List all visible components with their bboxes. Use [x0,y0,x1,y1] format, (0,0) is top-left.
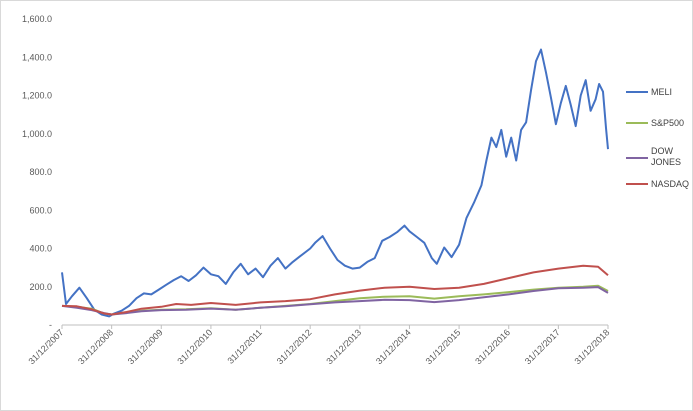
legend-label-s-p500: S&P500 [651,118,684,128]
y-tick-label: 1,200.0 [22,91,52,101]
legend-label-meli: MELI [651,87,672,97]
x-tick-label: 31/12/2016 [473,327,512,366]
x-tick-label: 31/12/2009 [126,327,165,366]
x-axis: 31/12/2007 31/12/2008 31/12/2009 31/12/2010… [26,324,611,366]
x-tick-label: 31/12/2015 [424,327,463,366]
y-tick-label: - [49,320,52,330]
y-tick-label: 400.0 [29,244,52,254]
x-tick-label: 31/12/2012 [275,327,314,366]
x-tick-label: 31/12/2007 [26,327,65,366]
y-tick-label: 1,600.0 [22,14,52,24]
series-line-meli [61,48,609,318]
x-tick-label: 31/12/2013 [324,327,363,366]
legend-label-nasdaq: NASDAQ [651,179,689,189]
x-tick-label: 31/12/2008 [76,327,115,366]
y-tick-label: 1,000.0 [22,129,52,139]
y-tick-label: 800.0 [29,167,52,177]
series-lines [61,48,609,318]
series-line-nasdaq [61,264,609,316]
legend: MELI S&P500 DOW JONES NASDAQ [626,87,689,189]
y-tick-label: 600.0 [29,205,52,215]
y-tick-label: 1,400.0 [22,52,52,62]
x-tick-label: 31/12/2011 [225,327,263,365]
x-tick-label: 31/12/2017 [523,327,562,366]
y-tick-label: 200.0 [29,282,52,292]
y-axis: 1,600.0 1,400.0 1,200.0 1,000.0 800.0 600.0 40… [22,14,52,330]
legend-label-dow-jones: DOW JONES [651,146,681,167]
x-tick-label: 31/12/2010 [175,327,214,366]
x-tick-label: 31/12/2018 [572,327,611,366]
x-tick-label: 31/12/2014 [374,327,413,366]
